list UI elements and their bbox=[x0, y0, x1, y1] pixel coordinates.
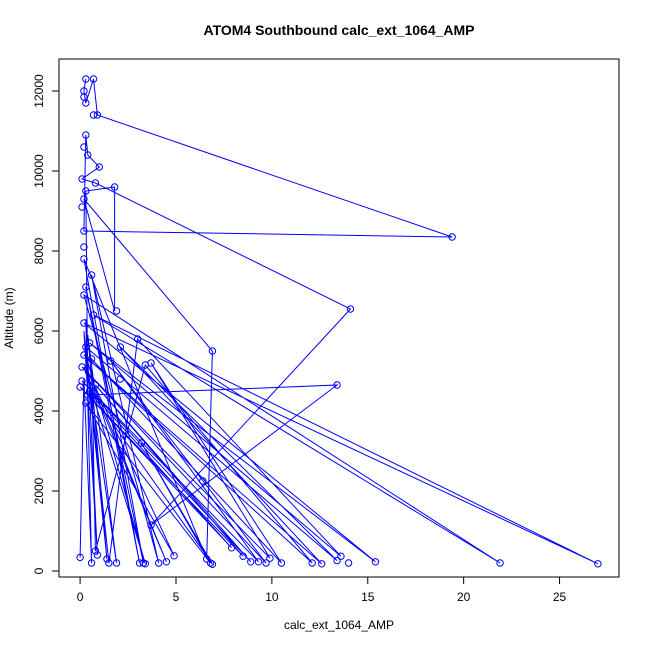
data-point bbox=[103, 555, 111, 563]
data-point bbox=[76, 383, 84, 391]
chart-title: ATOM4 Southbound calc_ext_1064_AMP bbox=[204, 22, 475, 38]
data-point bbox=[87, 559, 96, 567]
data-point bbox=[133, 335, 142, 343]
data-point bbox=[80, 351, 88, 359]
x-tick-label: 0 bbox=[77, 590, 84, 604]
data-point bbox=[82, 343, 90, 351]
data-point bbox=[84, 391, 92, 399]
y-axis-label: Altitude (m) bbox=[2, 287, 16, 348]
data-point bbox=[82, 187, 90, 195]
data-point bbox=[112, 559, 121, 567]
data-point bbox=[80, 243, 88, 251]
data-point bbox=[594, 560, 602, 568]
y-tick-label: 8000 bbox=[32, 237, 46, 264]
data-point bbox=[82, 399, 90, 407]
data-point bbox=[344, 559, 353, 567]
data-point bbox=[239, 552, 247, 560]
y-tick-label: 0 bbox=[32, 567, 46, 574]
data-point bbox=[82, 283, 90, 291]
data-point bbox=[137, 439, 146, 447]
data-point bbox=[91, 179, 100, 187]
data-point bbox=[247, 558, 255, 566]
data-point bbox=[346, 305, 355, 313]
data-point bbox=[89, 311, 98, 319]
data-point bbox=[78, 175, 86, 183]
data-point bbox=[82, 75, 90, 83]
data-point bbox=[333, 381, 341, 389]
data-point bbox=[135, 559, 144, 567]
x-tick-label: 25 bbox=[553, 590, 567, 604]
data-point bbox=[85, 339, 94, 347]
data-point bbox=[448, 233, 456, 241]
data-point bbox=[93, 551, 102, 559]
data-point bbox=[85, 387, 94, 395]
data-point bbox=[116, 375, 125, 383]
data-point bbox=[141, 560, 150, 568]
x-tick-label: 5 bbox=[173, 590, 180, 604]
data-point bbox=[208, 347, 217, 355]
data-point bbox=[112, 307, 121, 315]
data-point bbox=[82, 99, 90, 107]
data-point bbox=[80, 319, 88, 327]
data-point bbox=[147, 359, 155, 367]
data-point bbox=[116, 343, 125, 351]
data-point bbox=[202, 555, 211, 563]
y-tick-label: 4000 bbox=[32, 397, 46, 424]
y-tick-label: 2000 bbox=[32, 477, 46, 504]
y-axis: 0 2000 4000 6000 8000 10000 12000 bbox=[32, 74, 60, 574]
data-point bbox=[496, 559, 504, 567]
data-point bbox=[80, 195, 88, 203]
x-axis-label: calc_ext_1064_AMP bbox=[284, 618, 394, 632]
data-point bbox=[333, 556, 341, 565]
data-point bbox=[371, 558, 380, 566]
data-point bbox=[78, 363, 86, 371]
data-point bbox=[199, 477, 207, 485]
x-axis: 0 5 10 15 20 25 bbox=[77, 576, 567, 604]
data-point bbox=[105, 559, 113, 567]
x-tick-label: 10 bbox=[265, 590, 279, 604]
data-point bbox=[208, 560, 217, 568]
data-point bbox=[84, 151, 92, 159]
data-point bbox=[91, 381, 100, 389]
data-point bbox=[76, 553, 84, 562]
data-point bbox=[110, 183, 119, 191]
y-tick-label: 10000 bbox=[32, 154, 46, 188]
data-point bbox=[227, 544, 236, 552]
data-point bbox=[89, 111, 98, 119]
data-point bbox=[78, 203, 86, 211]
data-point bbox=[147, 521, 155, 529]
x-tick-label: 20 bbox=[457, 590, 471, 604]
data-point bbox=[93, 111, 102, 119]
data-point bbox=[155, 559, 163, 567]
data-point bbox=[308, 559, 316, 567]
data-point bbox=[266, 554, 274, 562]
data-point bbox=[80, 227, 88, 235]
data-point bbox=[277, 559, 286, 567]
data-point bbox=[89, 75, 98, 83]
data-point bbox=[170, 552, 178, 560]
data-point bbox=[107, 357, 115, 365]
data-point bbox=[80, 143, 88, 151]
data-point bbox=[87, 355, 96, 363]
data-point bbox=[206, 559, 215, 567]
data-point bbox=[80, 93, 88, 101]
plot-frame bbox=[58, 58, 620, 578]
data-point bbox=[95, 163, 103, 171]
data-point bbox=[87, 271, 96, 279]
data-point bbox=[254, 558, 263, 566]
data-point bbox=[80, 291, 88, 299]
plot-area bbox=[76, 75, 602, 568]
x-tick-label: 15 bbox=[361, 590, 375, 604]
data-point bbox=[91, 547, 100, 555]
data-point bbox=[82, 131, 90, 139]
data-point bbox=[318, 560, 326, 568]
data-point bbox=[80, 255, 88, 263]
y-tick-label: 6000 bbox=[32, 317, 46, 344]
series-line bbox=[79, 78, 599, 565]
data-point bbox=[162, 558, 171, 566]
y-tick-label: 12000 bbox=[32, 74, 46, 108]
data-point bbox=[262, 559, 270, 567]
data-point bbox=[337, 552, 345, 560]
